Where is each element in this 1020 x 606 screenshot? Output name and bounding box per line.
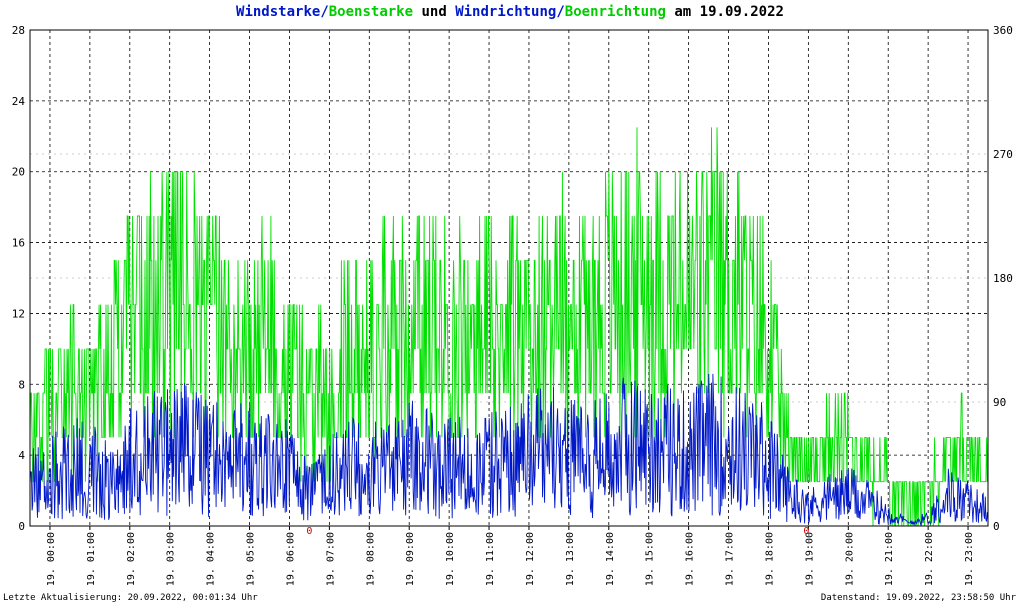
x-tick-label: 19. 02:00 [126, 532, 137, 586]
x-tick-label: 19. 11:00 [485, 532, 496, 586]
footer-data-status: Datenstand: 19.09.2022, 23:58:50 Uhr [820, 593, 1016, 603]
x-tick-label: 19. 07:00 [325, 532, 336, 586]
y-left-tick-label: 24 [12, 95, 26, 108]
zero-marker: 0 [803, 526, 809, 537]
x-tick-label: 19. 00:00 [46, 532, 57, 586]
x-tick-label: 19. 05:00 [246, 532, 257, 586]
x-tick-label: 19. 22:00 [924, 532, 935, 586]
x-tick-label: 19. 10:00 [445, 532, 456, 586]
x-tick-label: 19. 16:00 [685, 532, 696, 586]
wind-series [29, 373, 989, 526]
title-boenstarke: Boenstarke [328, 4, 414, 20]
chart-title: Windstarke/Boenstarke und Windrichtung/B… [0, 4, 1020, 20]
x-tick-label: 19. 12:00 [525, 532, 536, 586]
y-left-tick-label: 16 [12, 237, 25, 250]
title-boenrichtung: Boenrichtung [564, 4, 666, 20]
y-right-tick-label: 0 [993, 520, 1000, 533]
x-tick-label: 19. 20:00 [844, 532, 855, 586]
y-right-tick-label: 270 [993, 148, 1013, 161]
x-tick-label: 19. 08:00 [365, 532, 376, 586]
y-left-tick-label: 8 [18, 378, 25, 391]
zero-marker: 0 [306, 526, 312, 537]
gust-series [29, 127, 989, 527]
plot-frame [29, 29, 989, 527]
x-tick-label: 19. 06:00 [285, 532, 296, 586]
x-tick-label: 19. 14:00 [605, 532, 616, 586]
y-left-tick-label: 0 [18, 520, 25, 533]
y-left-tick-label: 28 [12, 24, 25, 37]
x-tick-label: 19. 18:00 [764, 532, 775, 586]
x-tick-label: 19. 03:00 [166, 532, 177, 586]
wind-line [29, 373, 989, 526]
title-sep-1: / [320, 4, 329, 20]
x-tick-label: 19. 15:00 [645, 532, 656, 586]
x-tick-label: 19. 01:00 [86, 532, 97, 586]
y-right-tick-label: 90 [993, 396, 1006, 409]
footer-last-update: Letzte Aktualisierung: 20.09.2022, 00:01… [3, 593, 258, 603]
gust-line [29, 127, 989, 527]
title-sep-2: / [556, 4, 565, 20]
y-right-tick-label: 360 [993, 24, 1013, 37]
x-tick-label: 19. 04:00 [206, 532, 217, 586]
x-tick-label: 19. 21:00 [884, 532, 895, 586]
x-tick-label: 19. 17:00 [725, 532, 736, 586]
y-left-tick-label: 12 [12, 307, 25, 320]
title-und: und [413, 4, 456, 20]
y-left-tick-label: 4 [18, 449, 25, 462]
gust-direction-series [30, 0, 988, 284]
x-tick-label: 19. 13:00 [565, 532, 576, 586]
title-windstarke: Windstarke [236, 4, 321, 20]
y-right-tick-label: 180 [993, 272, 1013, 285]
title-windrichtung: Windrichtung [455, 4, 557, 20]
wind-direction-series [30, 0, 987, 268]
title-date: am 19.09.2022 [665, 4, 784, 20]
x-tick-label: 19. 09:00 [405, 532, 416, 586]
x-tick-label: 19. 23:00 [964, 532, 975, 586]
axes: 0 4 8 12 16 20 24 28 0 90 180 270 360 19. 00:00 19. 01… [12, 24, 1013, 586]
y-left-tick-label: 20 [12, 166, 25, 179]
x-tick-label: 19. 19:00 [804, 532, 815, 586]
